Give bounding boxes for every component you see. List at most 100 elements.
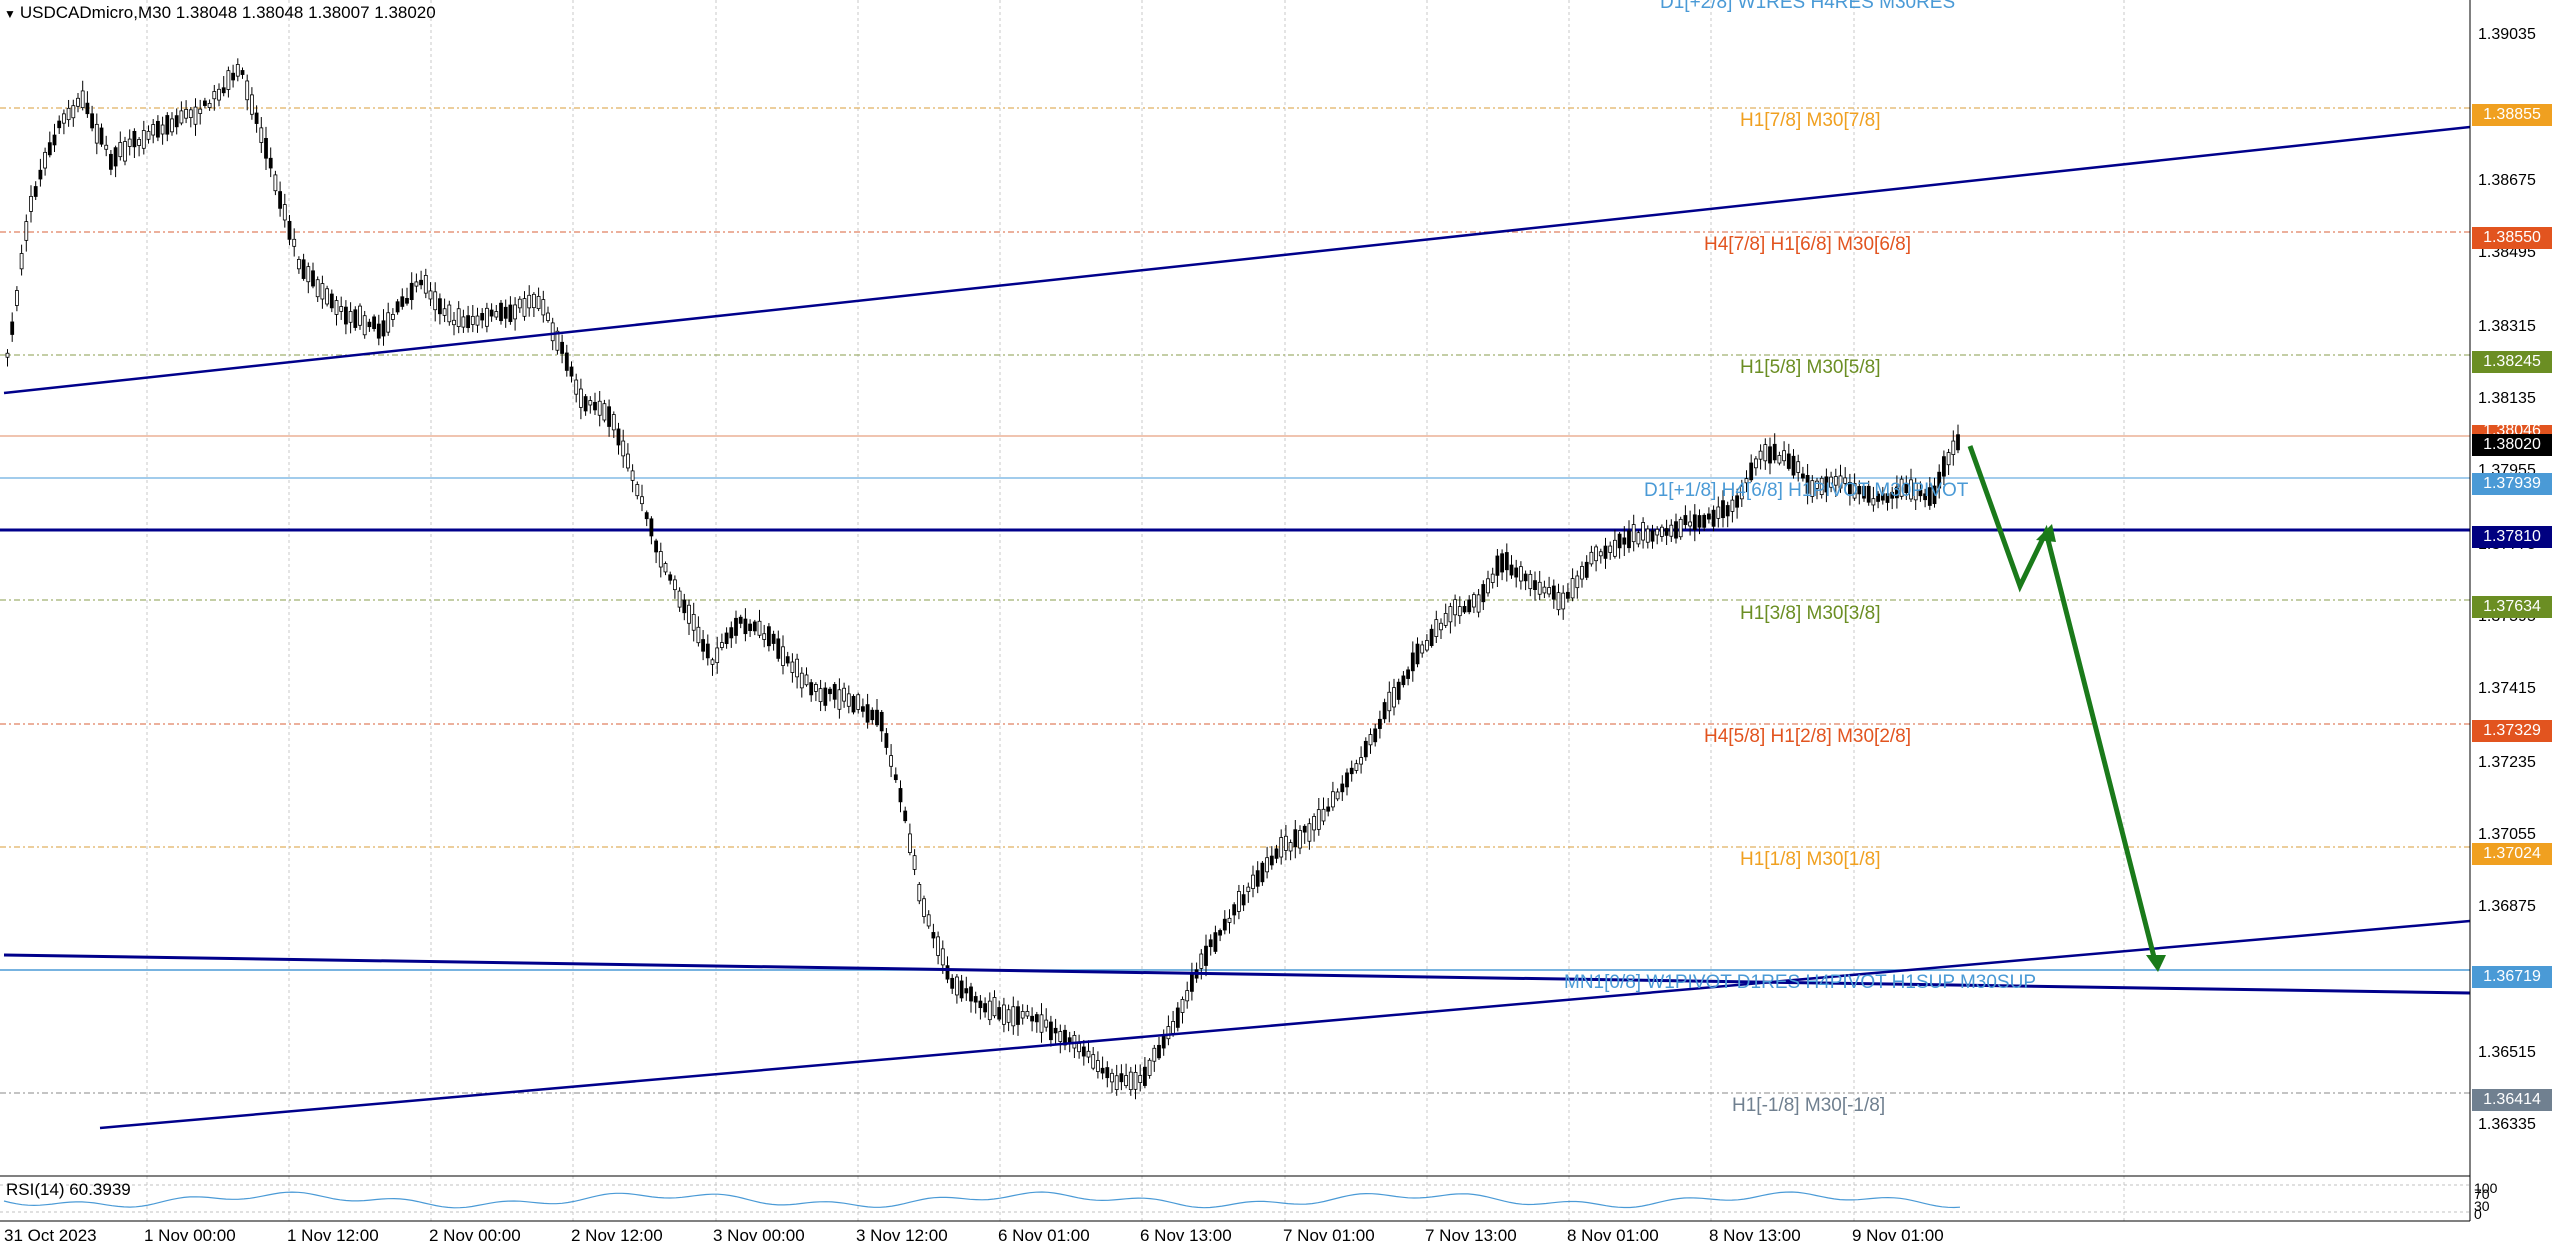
- candle-body: [851, 695, 856, 713]
- rsi-indicator-label[interactable]: RSI(14) 60.3939: [6, 1180, 131, 1199]
- candle-body: [1241, 894, 1246, 906]
- candle-body: [1406, 669, 1410, 679]
- candle-body: [1942, 456, 1946, 477]
- candle-body: [1363, 740, 1368, 758]
- candle-body: [447, 304, 452, 323]
- price-axis-label: 1.37235: [2478, 754, 2536, 771]
- candle-body: [1067, 1037, 1072, 1043]
- candle-body: [1114, 1075, 1119, 1090]
- time-axis-label: 3 Nov 12:00: [856, 1226, 948, 1245]
- candle-body: [1556, 592, 1561, 611]
- candle-body: [1039, 1014, 1044, 1033]
- candle-body: [1326, 806, 1331, 812]
- candle-body: [767, 626, 771, 647]
- candle-body: [1876, 493, 1880, 502]
- candle-body: [1396, 681, 1401, 700]
- candle-body: [1016, 1006, 1020, 1025]
- candle-body: [1711, 509, 1716, 527]
- candle-body: [1486, 578, 1490, 594]
- candle-body: [785, 656, 790, 664]
- candle-body: [1683, 515, 1688, 526]
- candle-body: [249, 94, 254, 115]
- candle-body: [696, 626, 701, 644]
- candle-body: [264, 137, 268, 159]
- candle-body: [484, 307, 489, 327]
- candle-body: [259, 127, 264, 143]
- candle-body: [748, 623, 752, 632]
- candle-body: [1204, 945, 1208, 966]
- level-label: H1[5/8] M30[5/8]: [1740, 357, 1881, 378]
- candle-body: [381, 320, 386, 337]
- candle-body: [569, 366, 574, 377]
- chart-borders: [0, 0, 2471, 1222]
- candle-body: [1110, 1072, 1114, 1083]
- candle-body: [546, 312, 550, 321]
- candle-body: [1603, 545, 1608, 559]
- candle-body: [325, 288, 330, 305]
- level-label: D1[+1/8] H4[6/8] H1PIVOT M30PIVOT: [1644, 480, 1969, 501]
- candle-body: [315, 279, 320, 298]
- candle-body: [1547, 587, 1551, 595]
- candle-body: [1298, 830, 1302, 849]
- candle-body: [673, 579, 677, 591]
- candle-body: [508, 304, 513, 322]
- candle-body: [705, 643, 710, 659]
- candle-body: [1448, 606, 1453, 623]
- triangle-down-icon[interactable]: ▼: [4, 7, 16, 21]
- candle-body: [127, 138, 132, 147]
- candle-body: [1927, 487, 1932, 506]
- candle-body: [588, 400, 593, 406]
- candle-body: [1617, 533, 1622, 549]
- time-axis-label: 6 Nov 01:00: [998, 1226, 1090, 1245]
- candle-body: [1895, 486, 1899, 499]
- candle-body: [1777, 455, 1782, 464]
- candle-body: [1504, 552, 1509, 571]
- rsi-scale-label: 30: [2474, 1198, 2490, 1214]
- candle-body: [597, 400, 602, 416]
- candle-body: [743, 618, 748, 635]
- candle-body: [499, 302, 503, 322]
- candle-body: [1218, 930, 1222, 936]
- candle-body: [1754, 458, 1758, 469]
- price-tag: 1.38855: [2472, 104, 2552, 126]
- candle-body: [828, 688, 832, 695]
- price-axis-label: 1.39035: [2478, 26, 2536, 43]
- candle-body: [687, 604, 691, 624]
- level-label: H1[3/8] M30[3/8]: [1740, 603, 1881, 624]
- candle-body: [1387, 691, 1392, 712]
- candle-body: [1786, 453, 1791, 469]
- candle-body: [1166, 1026, 1171, 1040]
- candle-body: [950, 977, 955, 989]
- candle-body: [1678, 518, 1683, 538]
- candle-body: [964, 988, 969, 994]
- candle-body: [1006, 1009, 1011, 1023]
- candle-body: [1382, 702, 1387, 720]
- candle-body: [931, 932, 936, 939]
- price-axis-label: 1.37055: [2478, 826, 2536, 843]
- time-axis-label: 9 Nov 01:00: [1852, 1226, 1944, 1245]
- candlesticks: [5, 58, 1960, 1100]
- candle-body: [1735, 495, 1739, 508]
- candle-body: [973, 996, 978, 1003]
- forecast-arrow[interactable]: [1967, 445, 2166, 972]
- candle-body: [701, 639, 705, 652]
- candle-body: [1946, 452, 1951, 466]
- candle-body: [1627, 530, 1631, 549]
- trendlines[interactable]: [3, 125, 2471, 1130]
- price-axis-label: 1.36875: [2478, 898, 2536, 915]
- candle-body: [560, 341, 564, 354]
- candle-body: [14, 290, 19, 306]
- candle-body: [832, 684, 837, 700]
- candle-body: [1453, 599, 1457, 616]
- rsi-curve: [3, 1191, 1961, 1209]
- candle-body: [607, 406, 611, 427]
- candle-body: [1185, 990, 1190, 1002]
- candle-body: [997, 1007, 1002, 1020]
- candle-body: [334, 300, 339, 315]
- candle-body: [1180, 999, 1185, 1013]
- candle-body: [1190, 972, 1194, 992]
- candle-body: [668, 574, 673, 581]
- candle-body: [1265, 857, 1269, 873]
